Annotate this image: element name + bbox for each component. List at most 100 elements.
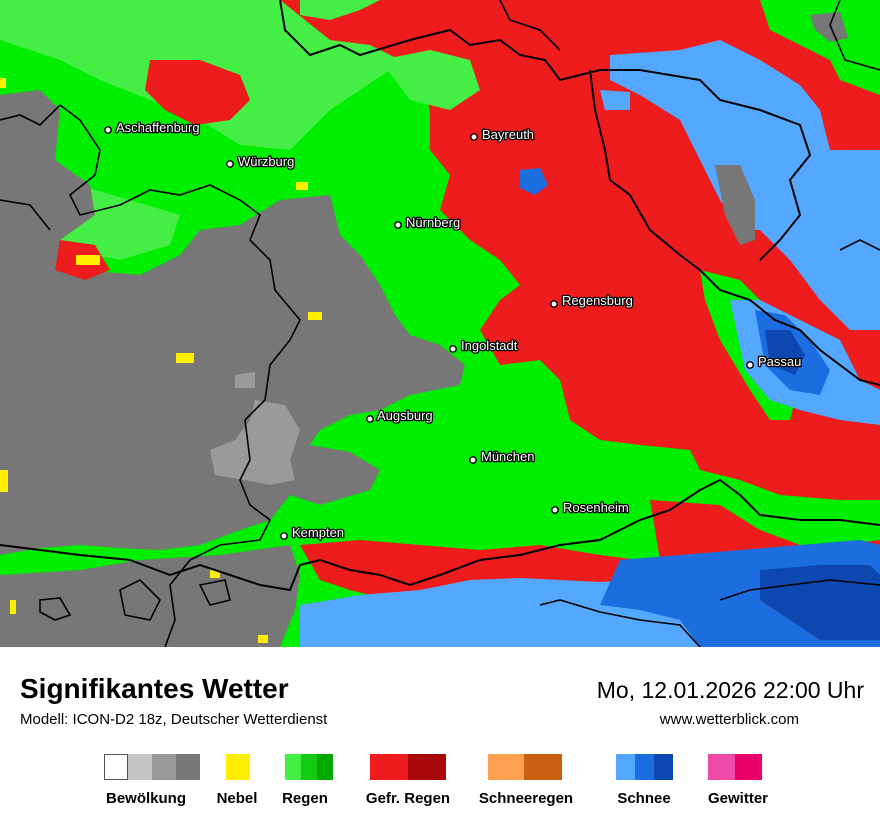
city-label: Ingolstadt	[461, 338, 518, 353]
country-border	[279, 0, 812, 261]
cloud-area	[810, 12, 848, 42]
country-border	[539, 599, 701, 647]
legend-item-fog: Nebel	[217, 754, 257, 807]
state-border	[499, 0, 561, 51]
city-dot	[550, 300, 558, 308]
country-border	[0, 478, 880, 592]
city-label: Würzburg	[238, 154, 294, 169]
map-title: Signifikantes Wetter	[20, 673, 289, 704]
city-dot	[280, 532, 288, 540]
legend-swatch	[488, 754, 506, 780]
fog-spot	[10, 600, 16, 614]
fog-spot	[0, 78, 6, 88]
weather-map-canvas: Aschaffenburg Würzburg Bayreuth Nürnberg…	[0, 0, 880, 647]
legend-swatch	[616, 754, 635, 780]
legend-swatches	[370, 754, 446, 780]
city-label: Rosenheim	[563, 500, 629, 515]
fog-spot	[308, 312, 322, 320]
legend-swatch	[370, 754, 390, 780]
city-marker[interactable]: Würzburg	[226, 153, 296, 170]
city-marker[interactable]: Kempten	[280, 524, 345, 541]
legend-label: Bewölkung	[105, 790, 187, 807]
snow-area-dark	[520, 168, 548, 195]
fog-spot	[176, 353, 194, 363]
legend-swatch	[176, 754, 200, 780]
country-border	[719, 579, 880, 601]
light-rain-area	[380, 50, 480, 110]
legend-swatch	[285, 754, 301, 780]
legend-swatch	[317, 754, 333, 780]
state-borders	[0, 0, 880, 647]
legend-swatches	[226, 754, 250, 780]
city-marker[interactable]: München	[469, 448, 536, 465]
legend-swatch	[506, 754, 524, 780]
country-border	[589, 69, 880, 386]
weather-map: Aschaffenburg Würzburg Bayreuth Nürnberg…	[0, 0, 880, 647]
legend-swatches	[488, 754, 562, 780]
legend-swatch	[708, 754, 735, 780]
cloud-area	[0, 90, 465, 555]
legend-swatch	[635, 754, 654, 780]
city-marker[interactable]: Passau	[746, 353, 803, 370]
city-marker[interactable]: Bayreuth	[470, 126, 535, 143]
state-border	[0, 103, 301, 647]
state-border	[0, 199, 51, 231]
snow-area	[600, 90, 630, 110]
cloud-area	[0, 545, 300, 647]
cloud-area	[715, 165, 755, 245]
city-label: Bayreuth	[482, 127, 534, 142]
legend-label: Gewitter	[707, 790, 769, 807]
fog-spot	[296, 182, 308, 190]
legend-item-rain: Regen	[282, 754, 333, 807]
legend-label: Regen	[282, 790, 328, 807]
lake-border	[198, 579, 231, 606]
legend-swatch	[128, 754, 152, 780]
city-label: Nürnberg	[406, 215, 460, 230]
legend-swatches	[708, 754, 762, 780]
cities-layer: Aschaffenburg Würzburg Bayreuth Nürnberg…	[104, 119, 803, 541]
fog-spot	[0, 470, 8, 492]
legend-swatch	[735, 754, 762, 780]
legend-item-snow: Schnee	[616, 754, 673, 807]
lake-border	[119, 579, 161, 621]
legend-swatches	[616, 754, 673, 780]
legend-swatches	[104, 754, 200, 780]
legend-item-thunderstorm: Gewitter	[708, 754, 768, 807]
model-info: Modell: ICON-D2 18z, Deutscher Wetterdie…	[20, 711, 328, 728]
forecast-datetime: Mo, 12.01.2026 22:00 Uhr	[596, 677, 864, 703]
fog-spot	[258, 635, 268, 643]
lake-border	[39, 597, 72, 621]
snow-area-darker	[765, 330, 805, 375]
city-dot	[366, 415, 374, 423]
snow-area-darker	[760, 565, 880, 640]
city-label: München	[481, 449, 534, 464]
state-border	[829, 0, 880, 71]
city-marker[interactable]: Regensburg	[550, 292, 634, 309]
city-label: Passau	[758, 354, 801, 369]
city-dot	[394, 221, 402, 229]
city-label: Kempten	[292, 525, 344, 540]
legend-swatch	[104, 754, 128, 780]
legend-swatch	[390, 754, 408, 780]
city-marker[interactable]: Rosenheim	[551, 499, 630, 516]
city-label: Regensburg	[562, 293, 633, 308]
legend-swatches	[285, 754, 333, 780]
legend-swatch	[226, 754, 250, 780]
website-link[interactable]: www.wetterblick.com	[659, 711, 799, 728]
legend-item-freezing-rain: Gefr. Regen	[366, 754, 450, 807]
legend-swatch	[152, 754, 176, 780]
legend-swatch	[524, 754, 562, 780]
legend-item-sleet: Schneeregen	[479, 754, 573, 807]
fog-spot	[210, 570, 220, 578]
city-marker[interactable]: Augsburg	[366, 407, 434, 424]
freezing-rain-area	[145, 60, 250, 125]
city-marker[interactable]: Ingolstadt	[449, 337, 519, 354]
state-border	[839, 239, 880, 251]
legend-label: Schnee	[617, 790, 671, 807]
light-cloud-area	[210, 400, 300, 485]
city-marker[interactable]: Nürnberg	[394, 214, 462, 231]
city-dot	[449, 345, 457, 353]
legend-swatch	[408, 754, 446, 780]
city-marker[interactable]: Aschaffenburg	[104, 119, 201, 136]
legend-label: Nebel	[216, 790, 258, 807]
